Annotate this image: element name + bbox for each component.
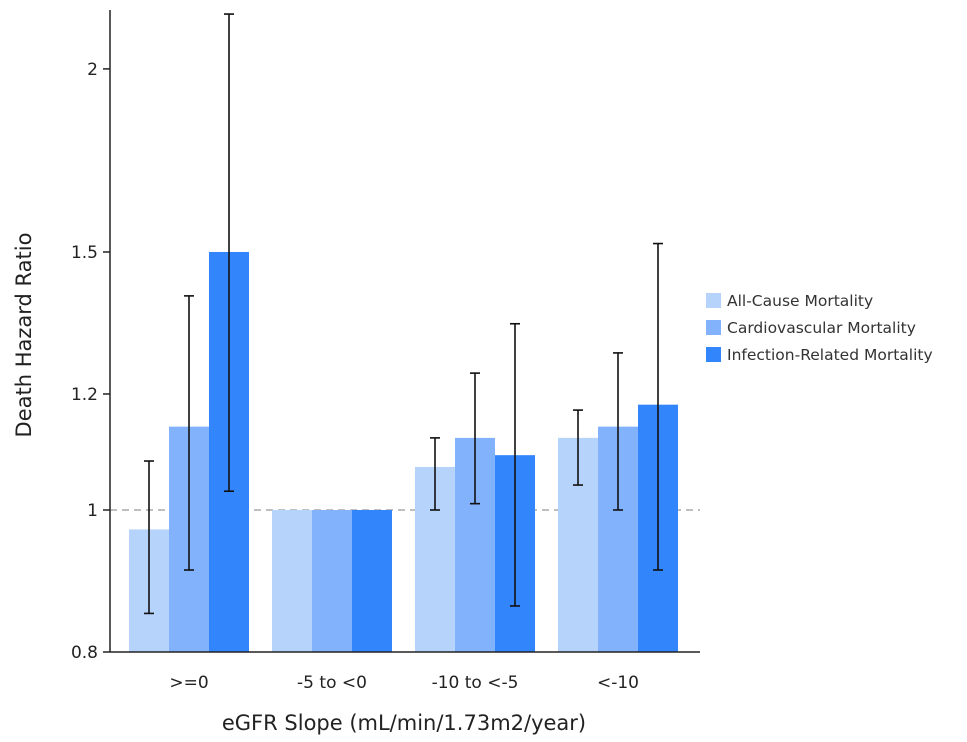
x-tick-label: -5 to <0 [297, 673, 367, 693]
bar [352, 510, 392, 652]
x-axis-title: eGFR Slope (mL/min/1.73m2/year) [222, 711, 586, 735]
y-axis-ticks: 0.8 1 1.2 1.5 2 [71, 60, 110, 663]
y-tick-label: 0.8 [71, 643, 98, 663]
legend-label: Infection-Related Mortality [727, 346, 933, 364]
legend-label: Cardiovascular Mortality [727, 319, 916, 337]
y-tick-label: 1 [87, 501, 98, 521]
y-tick-label: 2 [87, 60, 98, 80]
legend-swatch [706, 347, 721, 362]
legend: All-Cause Mortality Cardiovascular Mortal… [706, 292, 933, 364]
y-tick-label: 1.2 [71, 385, 98, 405]
legend-swatch [706, 320, 721, 335]
legend-swatch [706, 293, 721, 308]
plot-area [110, 13, 700, 653]
x-tick-label: <-10 [597, 673, 639, 693]
y-tick-label: 1.5 [71, 243, 98, 263]
y-axis-title: Death Hazard Ratio [12, 233, 36, 438]
x-axis-ticks: >=0 -5 to <0 -10 to <-5 <-10 [169, 673, 639, 693]
legend-label: All-Cause Mortality [727, 292, 873, 310]
bar [272, 510, 312, 652]
x-tick-label: >=0 [169, 673, 208, 693]
bar [312, 510, 352, 652]
x-tick-label: -10 to <-5 [432, 673, 519, 693]
